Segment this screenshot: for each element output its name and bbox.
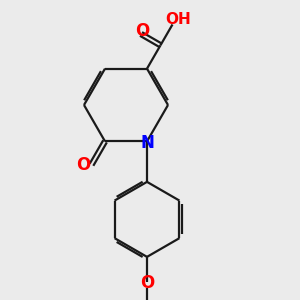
Text: N: N	[140, 134, 154, 152]
Text: OH: OH	[165, 12, 191, 27]
Text: O: O	[135, 22, 150, 40]
Text: O: O	[76, 156, 90, 174]
Text: O: O	[140, 274, 155, 292]
